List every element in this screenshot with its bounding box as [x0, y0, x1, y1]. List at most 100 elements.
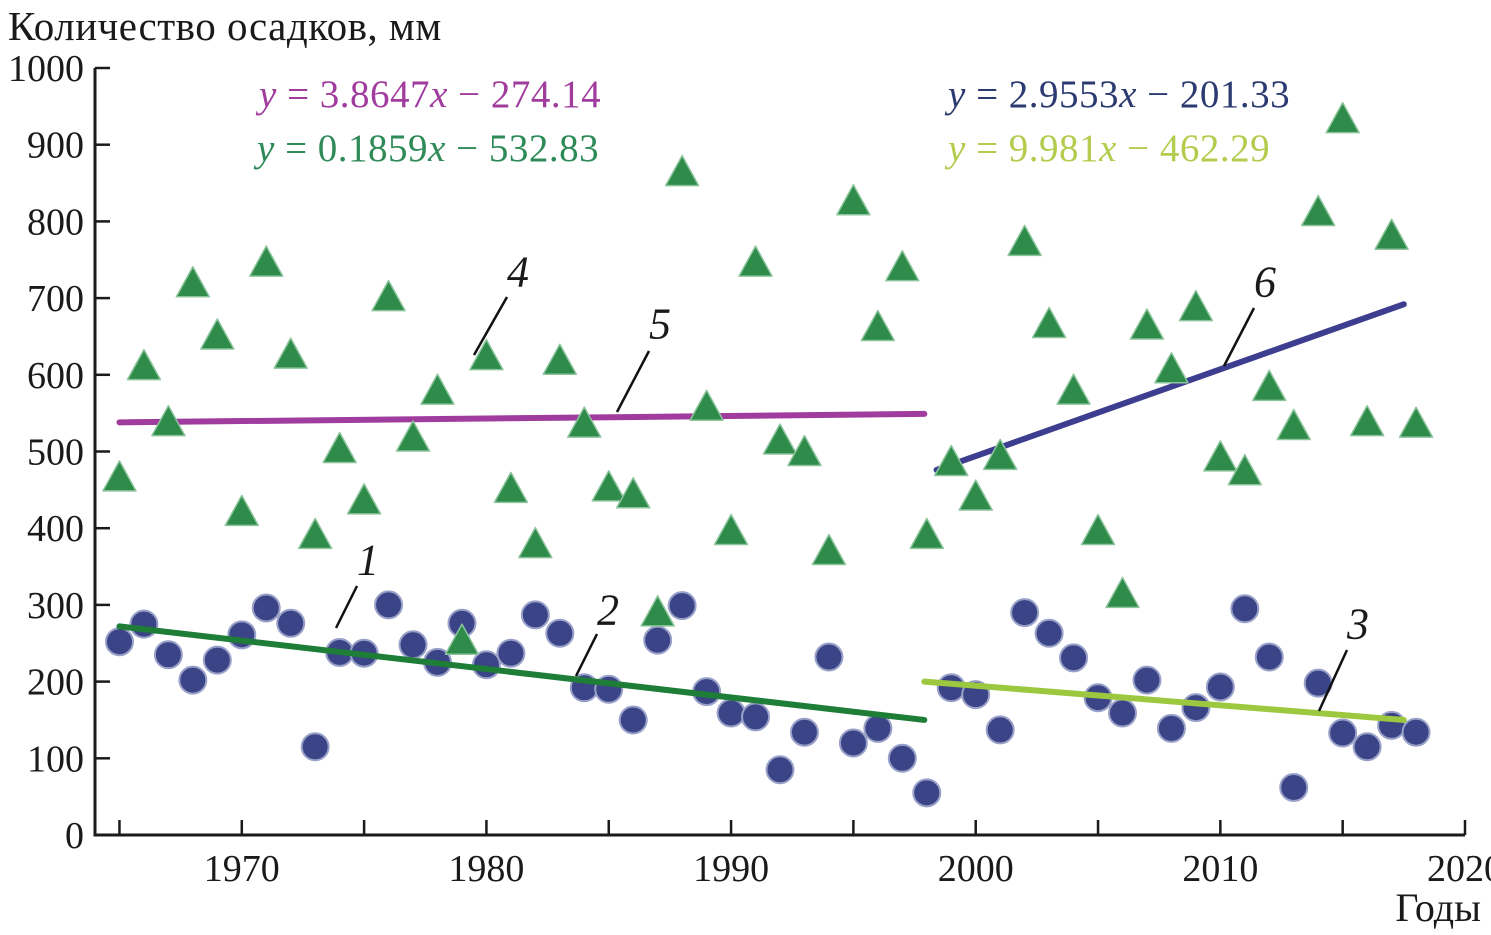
y-tick-label: 700 — [27, 278, 84, 320]
data-point-triangle — [297, 517, 333, 550]
data-point-circle — [814, 642, 844, 672]
data-point-circle — [838, 728, 868, 758]
data-point-circle — [1132, 665, 1162, 695]
y-tick-label: 0 — [65, 815, 84, 857]
data-point-triangle — [934, 444, 969, 477]
annotation-leader-2 — [574, 633, 599, 677]
data-point-triangle — [1203, 440, 1238, 472]
data-point-triangle — [567, 406, 602, 438]
data-point-triangle — [664, 154, 700, 187]
data-point-triangle — [273, 337, 308, 369]
data-point-triangle — [1056, 373, 1091, 405]
equation-trend-5: y = 3.8647x − 274.14 — [259, 73, 602, 116]
x-tick-label: 2020 — [1427, 848, 1491, 890]
data-point-triangle — [224, 494, 260, 527]
data-point-triangle — [322, 431, 357, 464]
y-tick-label: 100 — [27, 738, 84, 780]
data-point-triangle — [713, 513, 749, 546]
equation-trend-2: y = 0.1859x − 532.83 — [257, 127, 600, 170]
data-point-triangle — [1031, 306, 1067, 339]
equation-trend-6: y = 2.9553x − 201.33 — [948, 73, 1291, 116]
y-tick-label: 400 — [27, 508, 84, 550]
data-point-circle — [887, 743, 917, 773]
data-point-circle — [129, 609, 159, 639]
y-tick-label: 1000 — [8, 48, 84, 90]
data-point-circle — [1205, 672, 1235, 702]
data-point-triangle — [1325, 101, 1360, 134]
data-point-triangle — [346, 483, 382, 515]
data-point-circle — [985, 715, 1015, 745]
data-point-triangle — [1154, 351, 1189, 384]
data-point-triangle — [126, 348, 162, 381]
data-point-triangle — [1105, 576, 1140, 609]
data-point-circle — [912, 778, 942, 808]
data-point-circle — [1401, 717, 1431, 747]
data-point-triangle — [420, 373, 455, 405]
data-point-triangle — [1178, 289, 1214, 322]
data-point-triangle — [444, 623, 480, 655]
data-point-circle — [178, 665, 208, 695]
data-point-triangle — [860, 309, 896, 342]
data-point-circle — [1352, 732, 1382, 762]
x-tick-label: 2010 — [1182, 848, 1258, 890]
y-tick-label: 500 — [27, 432, 84, 474]
data-point-circle — [1108, 698, 1137, 728]
x-tick-label: 1970 — [204, 848, 280, 890]
trend-line-5 — [116, 410, 928, 426]
data-point-circle — [1034, 618, 1064, 648]
data-point-circle — [374, 590, 404, 620]
x-tick-label: 1980 — [448, 848, 524, 890]
data-point-triangle — [1129, 308, 1165, 340]
annotation-label-6: 6 — [1254, 258, 1276, 307]
data-point-triangle — [787, 434, 822, 467]
data-point-triangle — [1398, 406, 1434, 438]
data-point-triangle — [689, 389, 724, 422]
data-point-circle — [716, 698, 746, 728]
data-point-triangle — [640, 595, 675, 627]
data-point-circle — [741, 702, 771, 732]
x-axis-title: Годы — [1395, 885, 1481, 930]
data-point-circle — [1230, 594, 1260, 624]
data-point-circle — [496, 638, 526, 668]
chart-title: Количество осадков, мм — [8, 3, 442, 49]
data-point-triangle — [542, 343, 578, 376]
data-point-triangle — [811, 533, 847, 566]
data-point-triangle — [1300, 194, 1336, 227]
data-point-triangle — [175, 266, 211, 298]
annotation-leader-4 — [472, 296, 509, 356]
data-point-circle — [618, 705, 648, 735]
data-point-triangle — [615, 476, 651, 509]
data-point-triangle — [1276, 408, 1311, 441]
data-point-triangle — [102, 460, 137, 492]
data-point-circle — [1181, 693, 1211, 723]
data-point-circle — [1254, 642, 1284, 672]
data-point-circle — [520, 600, 550, 630]
data-point-triangle — [1252, 369, 1287, 402]
annotation-label-5: 5 — [649, 300, 671, 349]
data-point-triangle — [493, 471, 529, 504]
data-point-circle — [276, 608, 306, 638]
data-point-circle — [104, 627, 134, 657]
y-tick-label: 600 — [27, 355, 84, 397]
data-point-triangle — [909, 517, 945, 550]
data-point-triangle — [469, 338, 504, 371]
data-point-circle — [545, 618, 575, 648]
data-point-circle — [1059, 643, 1089, 673]
equation-trend-3: y = 9.981x − 462.29 — [948, 127, 1271, 170]
data-point-triangle — [1227, 453, 1263, 486]
y-tick-label: 300 — [27, 585, 84, 627]
data-point-circle — [1010, 598, 1040, 628]
data-point-triangle — [200, 318, 235, 350]
annotation-leader-1 — [334, 585, 359, 629]
data-point-circle — [202, 645, 232, 675]
data-point-circle — [398, 630, 428, 660]
data-point-circle — [765, 755, 795, 785]
data-point-triangle — [1374, 218, 1409, 250]
data-point-circle — [789, 717, 819, 747]
trend-line-2 — [116, 623, 928, 723]
y-tick-label: 800 — [27, 201, 84, 243]
x-tick-label: 1990 — [693, 848, 769, 890]
data-point-circle — [643, 625, 673, 655]
data-point-circle — [667, 591, 697, 621]
data-point-triangle — [591, 470, 626, 502]
